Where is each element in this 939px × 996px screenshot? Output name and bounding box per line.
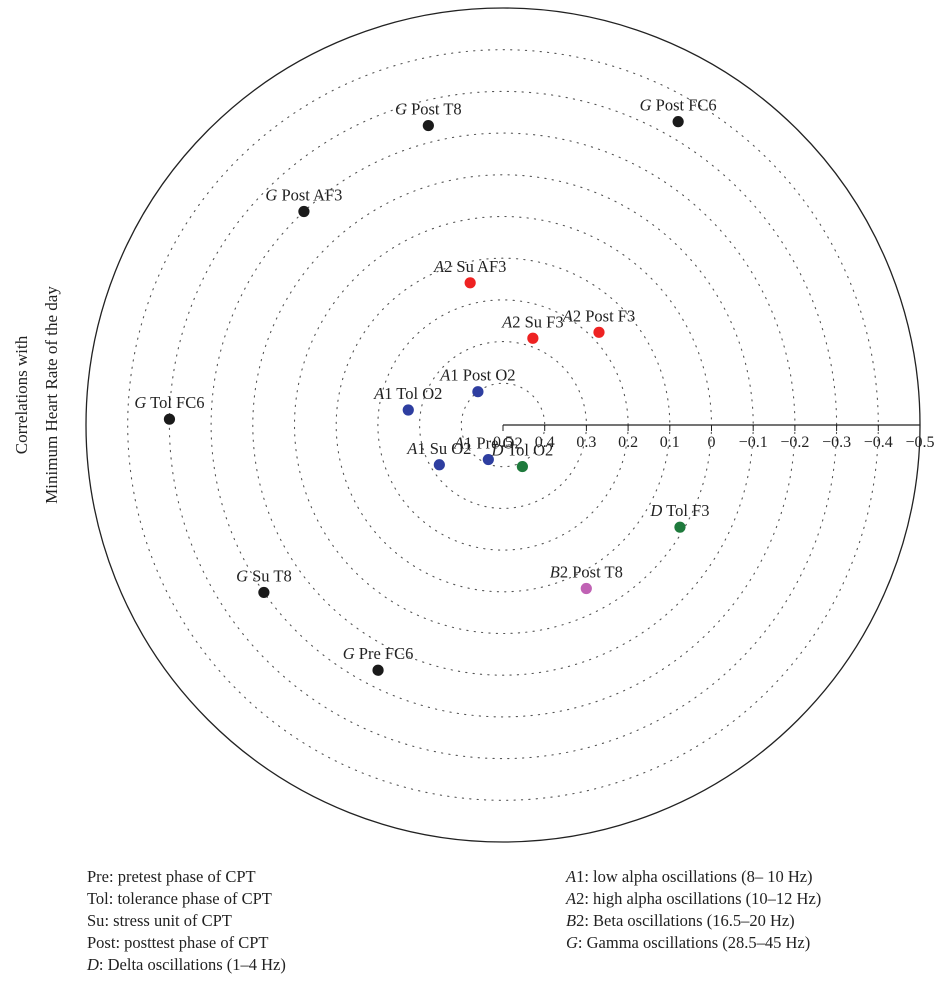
tick-label: 0.3 (576, 434, 596, 451)
point-label: G Post T8 (395, 100, 462, 119)
legend-item: Su: stress unit of CPT (87, 910, 286, 932)
data-point (433, 459, 445, 471)
tick-label: −0.3 (822, 434, 851, 451)
point-label: A1 Tol O2 (373, 384, 442, 403)
legend-item: G: Gamma oscillations (28.5–45 Hz) (566, 932, 821, 954)
legend-abbr: D (87, 955, 99, 974)
data-point (593, 326, 605, 338)
legend-abbr: A (566, 889, 577, 908)
legend-text: : tolerance phase of CPT (108, 889, 272, 908)
legend-abbr: Pre (87, 867, 109, 886)
point-label: A2 Su AF3 (433, 257, 506, 276)
legend-abbr: Tol (87, 889, 109, 908)
point-label: G Su T8 (236, 566, 292, 585)
legend-text: : posttest phase of CPT (115, 933, 269, 952)
tick-label: 0.2 (618, 434, 638, 451)
tick-label: 0.4 (535, 434, 555, 451)
legend-abbr-digit: 2 (576, 889, 585, 908)
legend-text: : Gamma oscillations (28.5–45 Hz) (577, 933, 811, 952)
data-point (402, 404, 414, 416)
legend-text: : pretest phase of CPT (109, 867, 256, 886)
tick-label: 0.5 (493, 434, 513, 451)
legend-abbr: Post (87, 933, 116, 952)
data-point (672, 116, 684, 128)
tick-label: −0.2 (780, 434, 809, 451)
point-label: G Post AF3 (265, 186, 342, 205)
tick-label: −0.4 (864, 434, 893, 451)
legend-abbr: B (566, 911, 577, 930)
legend-abbr-digit: 1 (576, 867, 585, 886)
tick-label: −0.5 (905, 434, 934, 451)
point-label: A2 Su F3 (501, 312, 563, 331)
data-point (422, 119, 434, 132)
data-point (464, 277, 476, 289)
point-label: D Tol O2 (490, 441, 553, 460)
legend-text: : low alpha oscillations (8– 10 Hz) (584, 867, 813, 886)
point-label: A1 Post O2 (439, 366, 515, 385)
point-label: G Post FC6 (640, 96, 717, 115)
point-label: D Tol F3 (649, 501, 709, 520)
tick-label: 0 (708, 434, 716, 451)
legend-abbr: Su (87, 911, 105, 930)
data-point (580, 582, 592, 595)
legend-text: : Delta oscillations (1–4 Hz) (98, 955, 286, 974)
tick-label: 0.1 (660, 434, 680, 451)
legend-item: Pre: pretest phase of CPT (87, 866, 286, 888)
tick-label: −0.1 (739, 434, 768, 451)
data-point (482, 453, 494, 466)
y-axis-label: Correlations with Minimum Heart Rate of … (2, 250, 72, 540)
legend-abbr: A (566, 867, 577, 886)
legend-text: : high alpha oscillations (10–12 Hz) (584, 889, 822, 908)
legend-bands: A1: low alpha oscillations (8– 10 Hz) A2… (566, 866, 821, 954)
legend-item: A1: low alpha oscillations (8– 10 Hz) (566, 866, 821, 888)
legend-item: D: Delta oscillations (1–4 Hz) (87, 954, 286, 976)
y-axis-label-line-1: Correlations with (12, 335, 31, 455)
legend-item: Tol: tolerance phase of CPT (87, 888, 286, 910)
data-point (372, 664, 384, 676)
legend-phases: Pre: pretest phase of CPT Tol: tolerance… (87, 866, 286, 976)
legend-item: A2: high alpha oscillations (10–12 Hz) (566, 888, 821, 910)
data-point (163, 413, 176, 425)
y-axis-label-line-2: Minimum Heart Rate of the day (42, 286, 61, 504)
legend-text: : stress unit of CPT (104, 911, 232, 930)
data-point (258, 586, 270, 599)
data-point (516, 460, 528, 473)
legend-text: : Beta oscillations (16.5–20 Hz) (584, 911, 795, 930)
point-label: B2 Post T8 (550, 562, 623, 581)
legend-item: B2: Beta oscillations (16.5–20 Hz) (566, 910, 821, 932)
legend-abbr: G (566, 933, 578, 952)
data-points: G Post FC6 G Post T8 G Post AF3 G Tol FC6 G … (134, 96, 717, 676)
data-point (527, 332, 539, 344)
point-label: G Tol FC6 (134, 393, 204, 412)
point-label: G Pre FC6 (343, 644, 414, 663)
data-point (298, 205, 310, 218)
data-point (674, 521, 686, 533)
point-label: A1 Pre O2 (453, 434, 523, 453)
point-label: A2 Post F3 (562, 306, 635, 325)
radial-axis-ticks: 0.5 0.4 0.3 0.2 0.1 0 −0.1 −0.2 −0.3 −0.4 −0.5 (493, 425, 935, 451)
data-point (472, 386, 484, 398)
legend-abbr-digit: 2 (576, 911, 585, 930)
point-label: A1 Su O2 (406, 439, 471, 458)
legend-item: Post: posttest phase of CPT (87, 932, 286, 954)
